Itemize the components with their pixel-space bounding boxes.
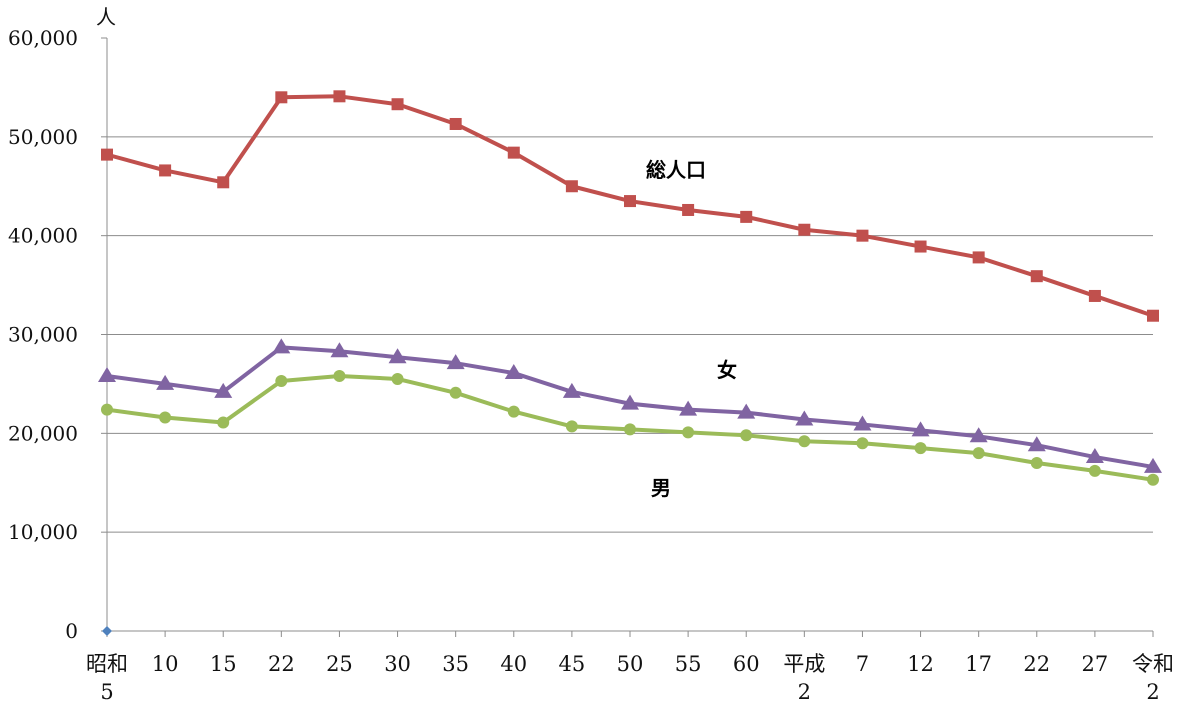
y-tick-label: 30,000	[8, 323, 78, 347]
data-point	[156, 374, 175, 390]
x-tick-label: 17	[965, 652, 992, 676]
x-tick-label: 昭和 5	[86, 652, 128, 702]
data-point	[856, 229, 869, 242]
data-point	[507, 146, 520, 159]
series-labels: 総人口 女 男	[646, 158, 737, 500]
data-point	[737, 403, 756, 419]
data-point	[275, 91, 288, 104]
data-point	[624, 195, 636, 208]
data-point	[333, 370, 346, 383]
series-group	[98, 90, 1162, 486]
data-point	[914, 240, 927, 253]
series-0	[101, 90, 1159, 322]
series-label-male: 男	[651, 476, 671, 500]
y-tick-label: 40,000	[8, 224, 78, 248]
y-tick-label: 20,000	[8, 421, 78, 445]
x-tick-label: 7	[856, 652, 869, 676]
data-point	[682, 426, 695, 439]
data-point	[159, 164, 172, 177]
data-point	[565, 180, 578, 193]
y-tick-label: 50,000	[8, 125, 78, 149]
data-point	[1147, 473, 1159, 486]
data-point	[159, 411, 172, 424]
x-tick-label: 22	[268, 652, 295, 676]
data-point	[1030, 456, 1043, 469]
origin-diamond	[102, 626, 112, 636]
data-point	[795, 410, 814, 426]
data-point	[101, 148, 113, 161]
origin-marker	[102, 626, 112, 636]
x-tick-label: 平成 2	[783, 652, 825, 702]
data-point	[507, 405, 520, 418]
data-point	[330, 342, 349, 358]
data-point	[391, 98, 404, 111]
data-point	[621, 394, 639, 410]
data-point	[217, 176, 230, 189]
data-point	[217, 416, 230, 429]
data-point	[798, 223, 811, 236]
data-point	[679, 400, 698, 416]
data-point	[565, 420, 578, 433]
data-point	[272, 338, 291, 354]
data-point	[562, 382, 581, 398]
data-point	[853, 415, 872, 431]
data-point	[101, 403, 113, 416]
data-point	[740, 429, 753, 442]
data-point	[798, 435, 811, 448]
x-tick-label: 55	[675, 652, 702, 676]
series-label-female: 女	[717, 358, 737, 382]
x-tick-label: 22	[1023, 652, 1050, 676]
x-tick-label: 12	[907, 652, 934, 676]
data-point	[214, 382, 233, 398]
data-point	[624, 423, 636, 436]
data-point	[856, 437, 869, 450]
data-point	[275, 374, 288, 387]
series-label-total: 総人口	[646, 158, 706, 182]
data-point	[972, 447, 985, 460]
data-point	[504, 364, 523, 380]
data-point	[740, 210, 753, 223]
x-tick-label: 10	[152, 652, 179, 676]
x-tick-label: 25	[326, 652, 353, 676]
y-tick-label: 10,000	[8, 520, 78, 544]
data-point	[682, 203, 695, 216]
x-tick-label: 50	[617, 652, 644, 676]
data-point	[1085, 448, 1104, 464]
data-point	[969, 427, 988, 443]
data-point	[1088, 289, 1101, 302]
data-point	[449, 386, 462, 399]
data-point	[98, 367, 116, 383]
y-axis-ticks: 0 10,000 20,000 30,000 40,000 50,000 60,000	[8, 26, 78, 643]
x-tick-label: 45	[559, 652, 586, 676]
x-tick-label: 27	[1082, 652, 1109, 676]
series-2	[101, 370, 1159, 486]
data-point	[1088, 464, 1101, 477]
data-point	[391, 372, 404, 385]
data-point	[914, 442, 927, 455]
data-point	[333, 90, 346, 103]
series-1	[98, 338, 1162, 473]
data-point	[1027, 436, 1046, 452]
x-tick-label: 30	[384, 652, 411, 676]
y-axis-unit: 人	[96, 5, 116, 29]
data-point	[972, 251, 985, 264]
x-tick-label: 15	[210, 652, 237, 676]
y-tick-label: 0	[65, 619, 78, 643]
x-tick-label: 40	[500, 652, 527, 676]
x-tick-label: 60	[733, 652, 760, 676]
data-point	[1030, 270, 1043, 283]
x-tick-label: 35	[442, 652, 469, 676]
data-point	[1147, 309, 1159, 322]
data-point	[911, 421, 930, 437]
data-point	[388, 348, 407, 364]
data-point	[449, 117, 462, 130]
x-tick-label: 令和 2	[1132, 652, 1174, 702]
data-point	[446, 354, 465, 370]
data-point	[1144, 457, 1162, 473]
x-axis-ticks: 昭和 5 10 15 22 25 30 35 40 45 50 55 60 平成 2 7 12 17 22 27 令和 2	[86, 652, 1174, 702]
y-tick-label: 60,000	[8, 26, 78, 50]
